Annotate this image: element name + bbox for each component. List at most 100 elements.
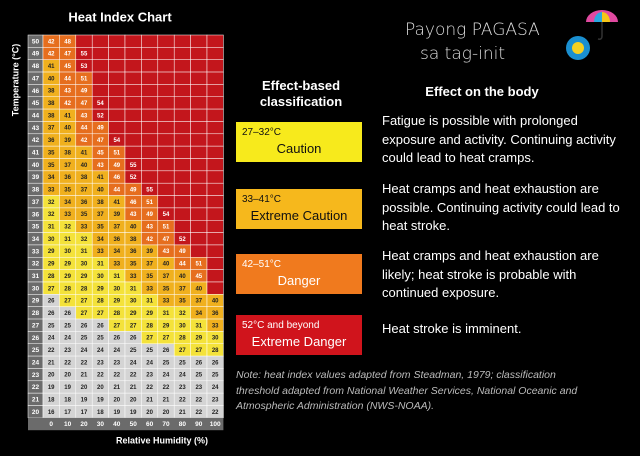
cell-value: 43 xyxy=(81,113,88,119)
y-tick-label: 40 xyxy=(32,162,40,169)
heat-cell xyxy=(173,84,191,98)
cell-value: 25 xyxy=(81,336,88,342)
cell-value: 22 xyxy=(81,360,88,366)
cell-value: 40 xyxy=(64,126,71,132)
cell-value: 22 xyxy=(163,385,170,391)
chart-title: Heat Index Chart xyxy=(68,9,172,24)
cell-value: 35 xyxy=(163,286,170,292)
heat-cell xyxy=(157,182,175,196)
cell-value: 22 xyxy=(113,373,120,379)
cell-value: 24 xyxy=(64,336,71,342)
cell-value: 36 xyxy=(81,200,88,206)
cell-value: 31 xyxy=(64,237,71,243)
x-tick-label: 10 xyxy=(64,421,72,428)
cell-value: 32 xyxy=(64,225,71,231)
class-effect: Heat stroke is imminent. xyxy=(382,321,522,336)
cell-value: 26 xyxy=(48,311,55,317)
cell-value: 44 xyxy=(113,187,120,193)
y-tick-label: 44 xyxy=(32,112,40,119)
cell-value: 28 xyxy=(97,299,104,305)
cell-value: 47 xyxy=(163,237,170,243)
heat-cell xyxy=(206,133,224,147)
heat-cell xyxy=(173,158,191,172)
cell-value: 21 xyxy=(48,360,55,366)
cell-value: 31 xyxy=(97,262,104,268)
heat-cell xyxy=(91,84,109,98)
cell-value: 27 xyxy=(81,299,88,305)
cell-value: 33 xyxy=(146,286,153,292)
cell-value: 29 xyxy=(195,336,202,342)
y-tick-label: 43 xyxy=(32,125,40,132)
cell-value: 28 xyxy=(113,311,120,317)
x-tick-label: 50 xyxy=(130,421,138,428)
heat-cell xyxy=(206,71,224,85)
heat-cell xyxy=(141,121,159,135)
cell-value: 52 xyxy=(97,113,104,119)
y-axis-label: Temperature (°C) xyxy=(10,44,20,116)
y-tick-label: 38 xyxy=(32,187,40,194)
cell-value: 35 xyxy=(146,274,153,280)
cell-value: 16 xyxy=(48,410,55,416)
heat-cell xyxy=(141,108,159,122)
cell-value: 42 xyxy=(146,237,153,243)
cell-value: 18 xyxy=(48,397,55,403)
cell-value: 35 xyxy=(97,225,104,231)
heat-cell xyxy=(206,158,224,172)
cell-value: 28 xyxy=(48,274,55,280)
y-tick-label: 47 xyxy=(32,75,40,82)
cell-value: 54 xyxy=(97,101,104,107)
cell-value: 30 xyxy=(130,299,137,305)
x-tick-label: 20 xyxy=(80,421,88,428)
y-tick-label: 36 xyxy=(32,211,40,218)
cell-value: 20 xyxy=(97,385,104,391)
heat-cell xyxy=(108,47,126,60)
class-box xyxy=(236,315,362,355)
class-effect: Heat cramps and heat exhaustion are poss… xyxy=(382,181,620,233)
cell-value: 26 xyxy=(212,360,219,366)
cell-value: 38 xyxy=(97,200,104,206)
heat-cell xyxy=(206,269,224,283)
class-range: 27–32°C xyxy=(242,127,282,138)
cell-value: 27 xyxy=(146,336,153,342)
cell-value: 24 xyxy=(212,385,219,391)
y-tick-label: 21 xyxy=(32,397,40,404)
cell-value: 35 xyxy=(64,187,71,193)
cell-value: 31 xyxy=(195,323,202,329)
cell-value: 28 xyxy=(212,348,219,354)
cell-value: 33 xyxy=(130,274,137,280)
cell-value: 34 xyxy=(64,200,71,206)
x-tick-label: 30 xyxy=(97,421,105,428)
heat-cell xyxy=(75,34,93,48)
cell-value: 22 xyxy=(48,348,55,354)
heat-cell xyxy=(190,59,208,73)
cell-value: 42 xyxy=(81,138,88,144)
cell-value: 51 xyxy=(113,150,120,156)
cell-value: 34 xyxy=(97,237,104,243)
heat-cell xyxy=(157,158,175,172)
cell-value: 28 xyxy=(146,323,153,329)
heat-cell xyxy=(108,96,126,110)
cell-value: 21 xyxy=(130,385,137,391)
class-name: Caution xyxy=(276,141,322,156)
cell-value: 29 xyxy=(130,311,137,317)
class-box xyxy=(236,189,362,229)
cell-value: 40 xyxy=(179,274,186,280)
heat-cell xyxy=(124,71,142,85)
cell-value: 26 xyxy=(97,323,104,329)
cell-value: 27 xyxy=(97,311,104,317)
cell-value: 32 xyxy=(48,200,55,206)
heat-cell xyxy=(157,121,175,135)
cell-value: 26 xyxy=(163,348,170,354)
class-range: 42–51°C xyxy=(242,259,282,270)
heat-cell xyxy=(206,257,224,270)
cell-value: 33 xyxy=(48,187,55,193)
cell-value: 35 xyxy=(179,299,186,305)
brand-line2: sa tag-init xyxy=(420,44,505,64)
heat-cell xyxy=(108,108,126,122)
cell-value: 38 xyxy=(130,237,137,243)
cell-value: 27 xyxy=(48,286,55,292)
heat-cell xyxy=(190,84,208,98)
heat-cell xyxy=(91,71,109,85)
heat-cell xyxy=(124,84,142,98)
cell-value: 43 xyxy=(64,89,71,95)
